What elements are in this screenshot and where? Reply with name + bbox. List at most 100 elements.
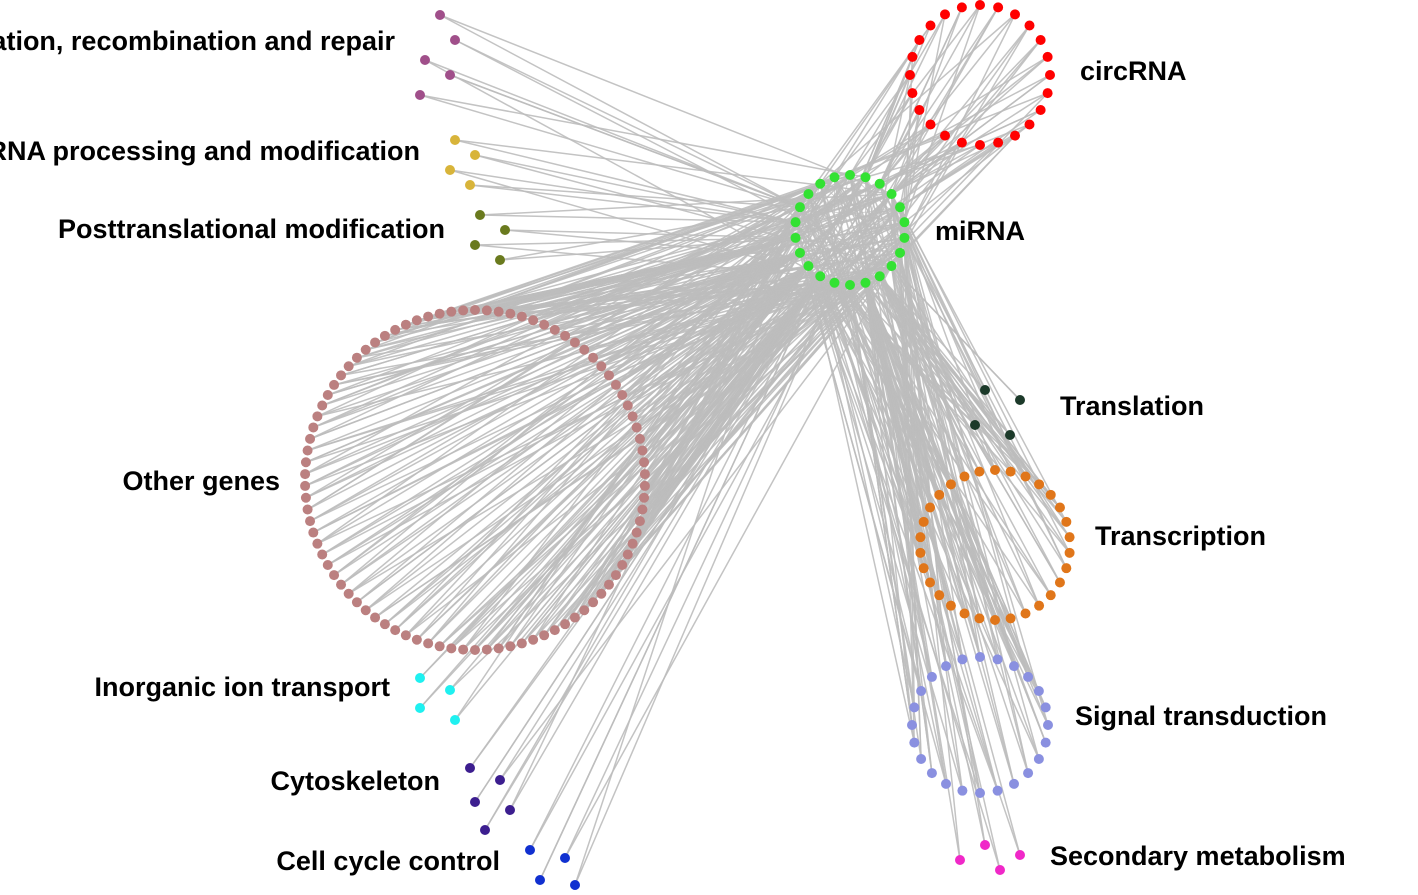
circrna-node [993, 138, 1003, 148]
transcription-node [1061, 563, 1071, 573]
other-node [639, 457, 649, 467]
signal-node [1009, 661, 1019, 671]
transcription-node [990, 615, 1000, 625]
transcription-node [959, 609, 969, 619]
mirna-node [803, 261, 813, 271]
other-node [623, 400, 633, 410]
circrna-node [926, 119, 936, 129]
other-node [639, 493, 649, 503]
inorganic-node [450, 715, 460, 725]
signal-node [1041, 738, 1051, 748]
signal-node [1034, 686, 1044, 696]
cellcycle-node [535, 875, 545, 885]
signal-node [1009, 779, 1019, 789]
circrna-node [940, 131, 950, 141]
signal-node [975, 652, 985, 662]
mirna-node [795, 202, 805, 212]
other-node [560, 619, 570, 629]
circrna-node [914, 35, 924, 45]
other-node [640, 469, 650, 479]
other-node [539, 630, 549, 640]
translation-label: Translation [1060, 391, 1204, 421]
other-node [352, 353, 362, 363]
signal-node [916, 754, 926, 764]
transcription-node [925, 578, 935, 588]
other-node [560, 331, 570, 341]
other-node [323, 390, 333, 400]
circrna-node [905, 70, 915, 80]
other-node [628, 411, 638, 421]
mirna-node [860, 172, 870, 182]
other-node [596, 589, 606, 599]
rnaproc-node [445, 165, 455, 175]
other-node [470, 305, 480, 315]
transcription-node [946, 479, 956, 489]
other-node [611, 570, 621, 580]
other-node [482, 645, 492, 655]
transcription-node [990, 465, 1000, 475]
other-node [637, 505, 647, 515]
mirna-node [845, 170, 855, 180]
rnaproc-node [465, 180, 475, 190]
signal-node [1023, 672, 1033, 682]
circrna-node [1010, 9, 1020, 19]
other-node [550, 325, 560, 335]
transcription-node [1061, 517, 1071, 527]
other-node [617, 390, 627, 400]
other-node [412, 635, 422, 645]
circrna-node [1024, 119, 1034, 129]
circrna-node [1043, 88, 1053, 98]
transcription-node [934, 490, 944, 500]
cytoskeleton-node [465, 763, 475, 773]
other-node [458, 305, 468, 315]
cellcycle-node [525, 845, 535, 855]
other-node [579, 345, 589, 355]
other-node [390, 625, 400, 635]
replication-node [450, 35, 460, 45]
circrna-node [907, 52, 917, 62]
other-node [361, 345, 371, 355]
transcription-node [1034, 601, 1044, 611]
signal-node [993, 786, 1003, 796]
other-node [470, 645, 480, 655]
inorganic-node [415, 703, 425, 713]
transcription-node [915, 548, 925, 558]
signal-node [927, 768, 937, 778]
other-node [303, 445, 313, 455]
circrna-node [1036, 35, 1046, 45]
mirna-node [875, 271, 885, 281]
transcription-node [1065, 532, 1075, 542]
other-node [446, 643, 456, 653]
mirna-node [845, 280, 855, 290]
posttrans-node [475, 210, 485, 220]
other-node [446, 307, 456, 317]
cellcycle-node [560, 853, 570, 863]
inorganic-label: Inorganic ion transport [94, 672, 390, 702]
transcription-node [1046, 490, 1056, 500]
other-node [380, 331, 390, 341]
mirna-node [803, 189, 813, 199]
other-node [517, 638, 527, 648]
circrna-node [957, 138, 967, 148]
other-node [588, 597, 598, 607]
mirna-node [815, 179, 825, 189]
transcription-node [934, 590, 944, 600]
circrna-node [914, 105, 924, 115]
other-node [329, 570, 339, 580]
other-node [370, 613, 380, 623]
mirna-node [895, 248, 905, 258]
other-label: Other genes [122, 466, 280, 496]
translation-node [1015, 395, 1025, 405]
other-node [312, 411, 322, 421]
other-node [528, 315, 538, 325]
translation-node [1005, 430, 1015, 440]
network-diagram: circRNAmiRNAReplication, recombination a… [0, 0, 1418, 895]
secondary-node [995, 865, 1005, 875]
other-node [494, 307, 504, 317]
mirna-node [791, 217, 801, 227]
transcription-node [1055, 578, 1065, 588]
cytoskeleton-node [505, 805, 515, 815]
other-node [412, 315, 422, 325]
circrna-node [957, 2, 967, 12]
signal-node [975, 788, 985, 798]
